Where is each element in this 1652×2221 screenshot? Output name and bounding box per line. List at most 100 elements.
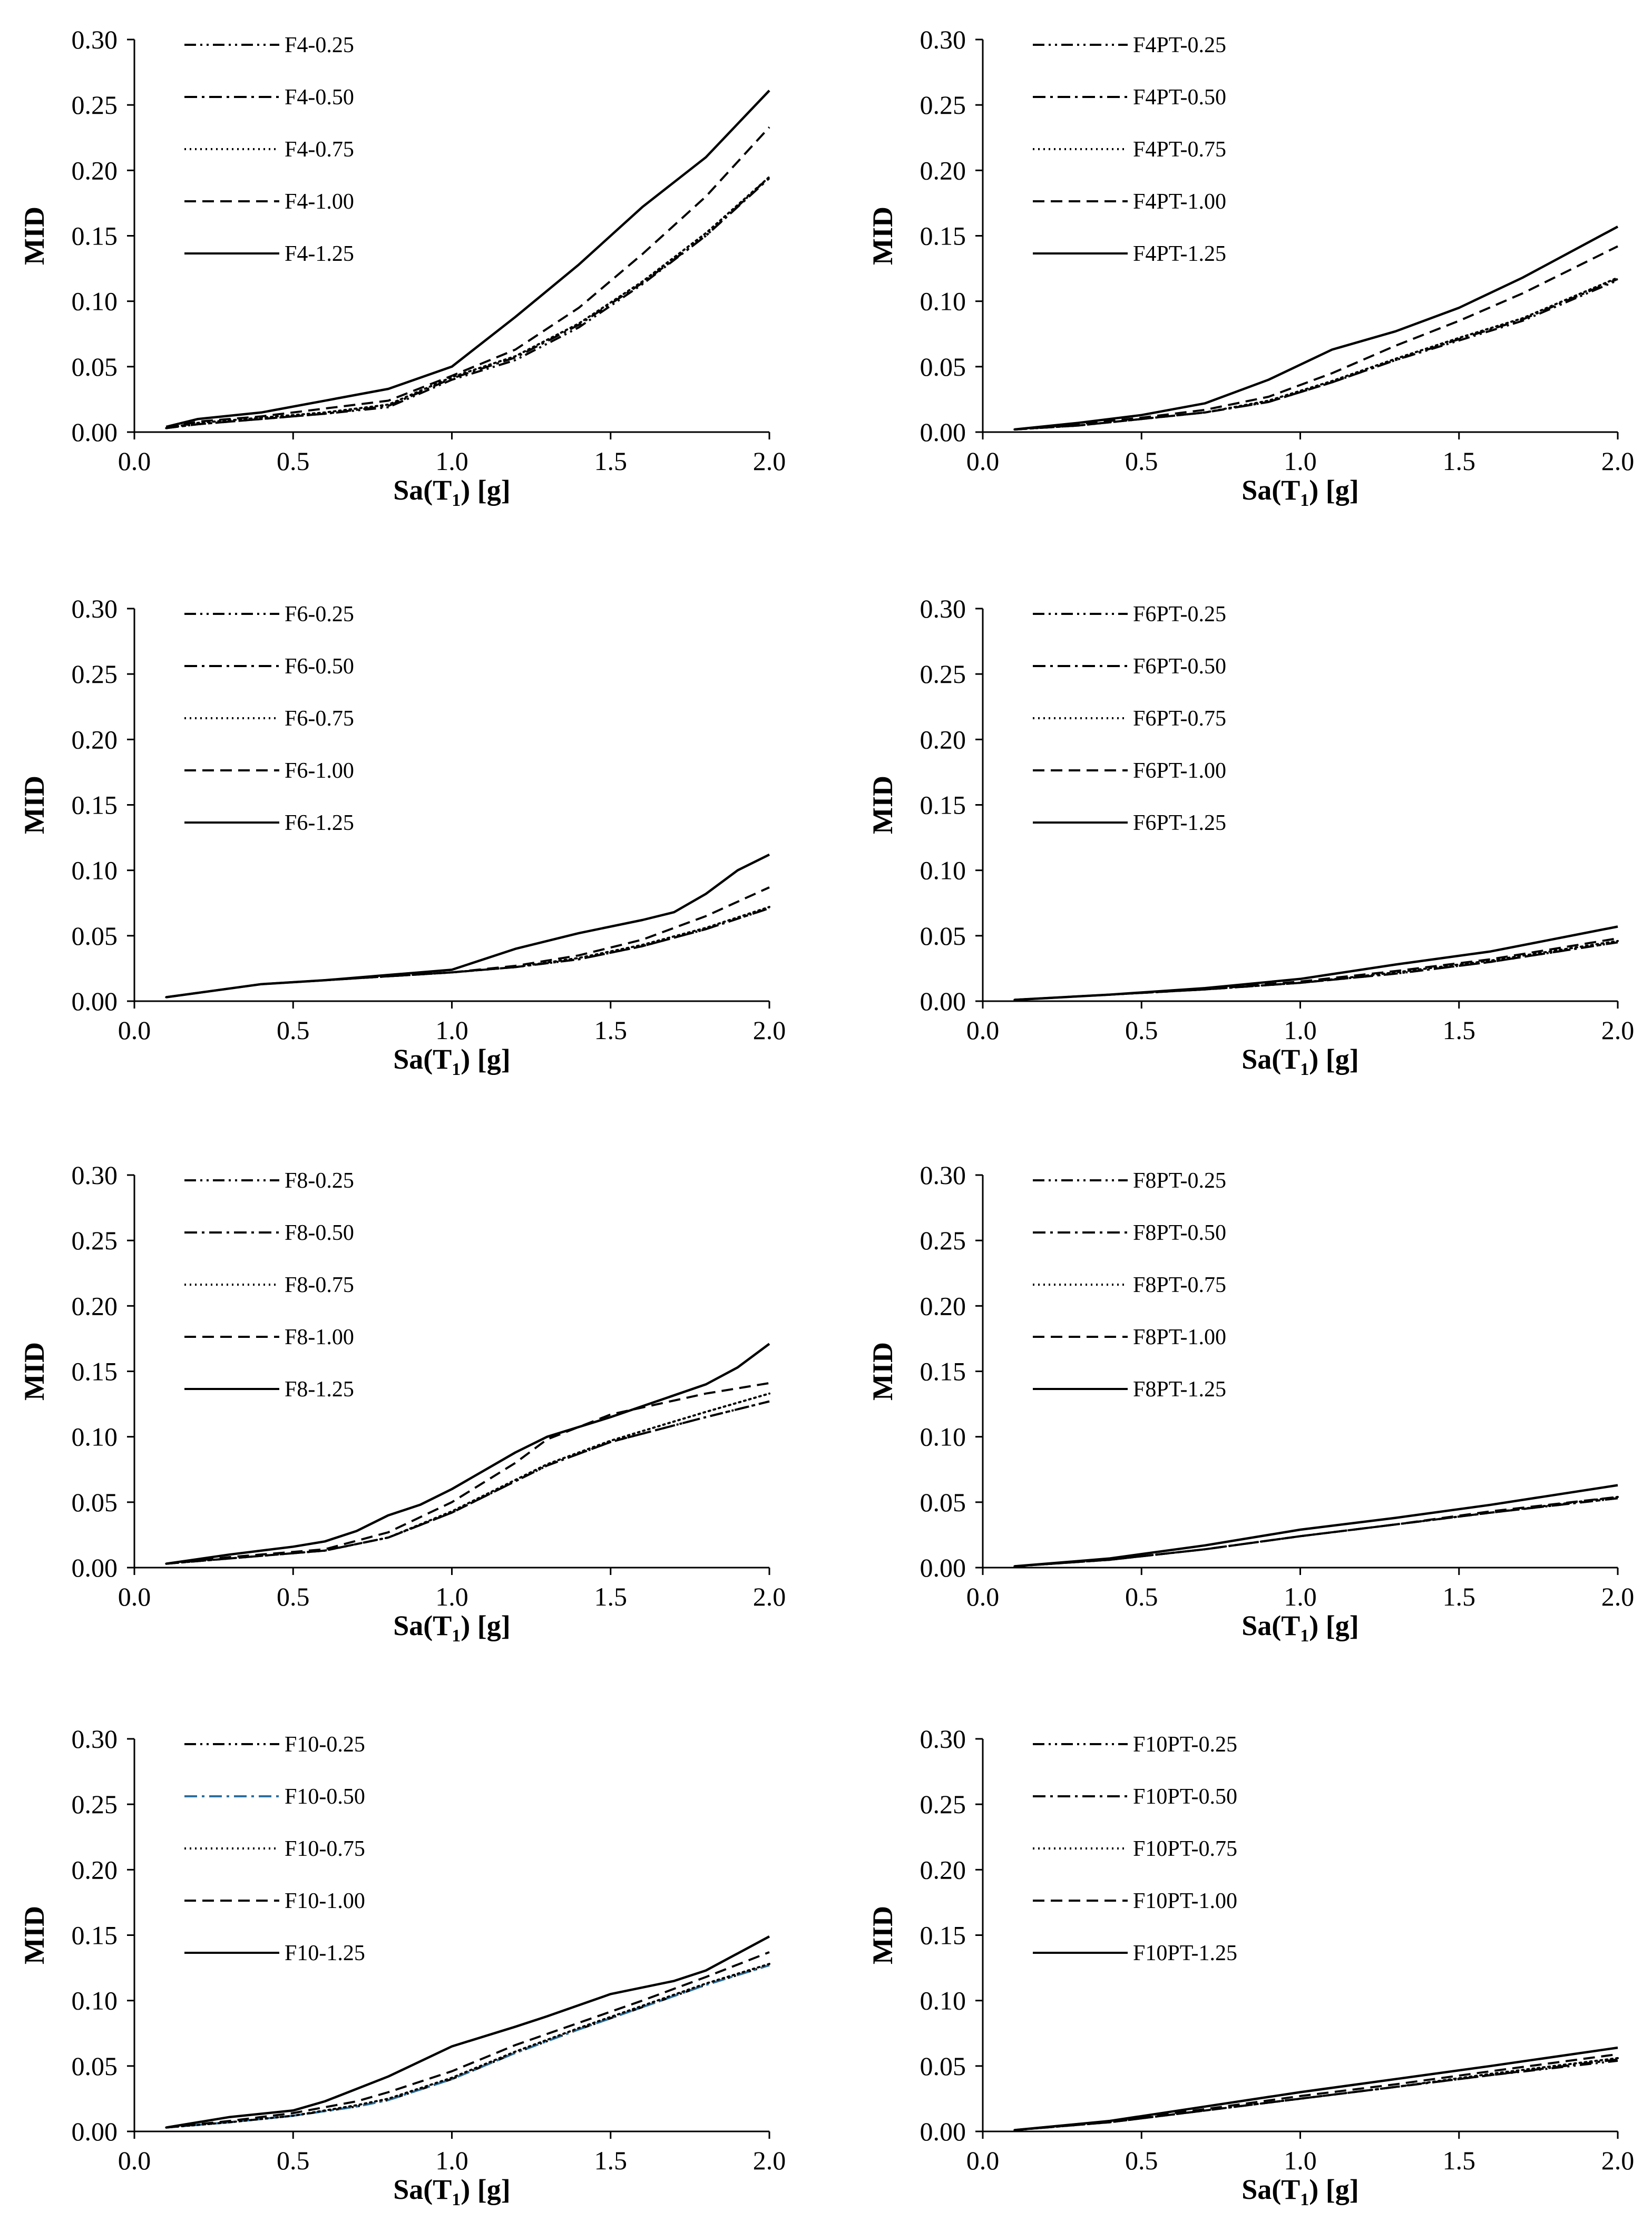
legend-label: F8-0.25 — [285, 1169, 354, 1193]
y-tick-label: 0.25 — [920, 1226, 966, 1255]
y-tick-label: 0.15 — [72, 790, 118, 820]
chart-panel-f6: 0.00 0.05 0.10 0.15 0.20 0.25 0.30 0.0 0.5 1.0 1.5… — [18, 594, 786, 1079]
series-line-f8-1_00 — [166, 1382, 770, 1565]
legend: F6PT-0.25 F6PT-0.50 F6PT-0.75 F6PT-1.00 F6PT… — [1033, 602, 1226, 835]
series-line-f6pt-1_25 — [1014, 925, 1618, 1001]
y-tick-label: 0.10 — [72, 1986, 118, 2015]
chart-panel-f10pt: 0.00 0.05 0.10 0.15 0.20 0.25 0.30 0.0 0.5 1.0 1.5… — [867, 1724, 1634, 2209]
x-axis-title-subscript: 1 — [452, 1060, 461, 1079]
series-line-f10pt-1_25 — [1014, 2046, 1618, 2131]
legend-label: F8-0.50 — [285, 1221, 354, 1245]
x-tick-label: 0.0 — [966, 1582, 1000, 1611]
x-axis-title-subscript: 1 — [1300, 2190, 1309, 2209]
y-tick-label: 0.10 — [920, 1986, 966, 2015]
y-tick-label: 0.15 — [920, 1357, 966, 1386]
x-tick-label: 0.5 — [277, 446, 310, 476]
series-line-f10-0_75 — [165, 1963, 770, 2129]
x-axis-title: Sa(T1) [g] — [393, 2174, 511, 2209]
legend-label: F4-0.50 — [285, 85, 354, 110]
y-tick-label: 0.25 — [920, 90, 966, 120]
series-line-f4-0_75 — [165, 175, 770, 429]
x-tick-label: 1.5 — [1443, 2146, 1476, 2175]
x-tick-label: 0.5 — [1125, 446, 1158, 476]
y-tick-label: 0.30 — [920, 25, 966, 54]
x-tick-label: 1.0 — [435, 1582, 468, 1611]
x-axis-title: Sa(T1) [g] — [393, 1043, 511, 1079]
y-tick-label: 0.10 — [920, 287, 966, 316]
x-tick-label: 1.0 — [1284, 1015, 1317, 1045]
legend-label: F10-0.75 — [285, 1837, 365, 1861]
x-tick-label: 1.5 — [594, 1582, 628, 1611]
x-tick-label: 0.5 — [277, 1582, 310, 1611]
x-axis-title-main: Sa(T — [393, 1610, 452, 1641]
series-line-f10-1_00 — [166, 1951, 770, 2129]
legend: F10PT-0.25 F10PT-0.50 F10PT-0.75 F10PT-1.00… — [1033, 1733, 1237, 1965]
y-axis-title: MID — [18, 207, 50, 265]
series-line-f10pt-1_00 — [1014, 2053, 1618, 2131]
y-tick-label: 0.20 — [920, 1855, 966, 1884]
y-tick-label: 0.10 — [72, 1422, 118, 1452]
series-line-f8-0_75 — [165, 1392, 770, 1565]
x-tick-label: 1.5 — [594, 446, 628, 476]
y-tick-label: 0.00 — [920, 1553, 966, 1582]
series-line-f10-0_50 — [166, 1964, 770, 2129]
legend: F8-0.25 F8-0.50 F8-0.75 F8-1.00 F8-1.25 — [184, 1169, 354, 1402]
legend-label: F4PT-1.00 — [1133, 190, 1226, 214]
legend-label: F6PT-0.75 — [1133, 707, 1226, 731]
series-line-f8-0_25 — [166, 1400, 770, 1565]
y-axis-title: MID — [867, 1342, 898, 1401]
x-axis-title-tail: ) [g] — [1309, 2174, 1358, 2205]
legend-label: F6-0.50 — [285, 654, 354, 679]
y-axis-title: MID — [867, 1906, 898, 1964]
series-line-f10-1_25 — [165, 1935, 770, 2129]
series-line-f6-1_25 — [165, 853, 770, 999]
series-line-f10pt-0_25 — [1014, 2059, 1618, 2131]
series-line-f4-0_25 — [166, 176, 770, 429]
x-axis-title-main: Sa(T — [1242, 2174, 1300, 2205]
x-tick-label: 2.0 — [1601, 2146, 1635, 2175]
series-line-f8pt-0_75 — [1013, 1495, 1619, 1568]
x-axis-title-main: Sa(T — [393, 474, 452, 506]
legend-label: F8-0.75 — [285, 1273, 354, 1297]
x-tick-label: 0.0 — [966, 2146, 1000, 2175]
x-tick-label: 0.0 — [966, 446, 1000, 476]
x-axis-title-subscript: 1 — [1300, 1626, 1309, 1646]
y-axis-title: MID — [867, 776, 898, 834]
legend-label: F10-1.00 — [285, 1889, 365, 1913]
chart-panel-f4: 0.00 0.05 0.10 0.15 0.20 0.25 0.30 0.0 0.5 1.0 1.5… — [18, 25, 786, 510]
legend-label: F8PT-1.25 — [1133, 1377, 1226, 1402]
legend-label: F4PT-0.75 — [1133, 138, 1226, 162]
legend-label: F6-1.00 — [285, 759, 354, 783]
x-axis-title-tail: ) [g] — [1309, 474, 1358, 506]
x-axis-title: Sa(T1) [g] — [1242, 2174, 1359, 2209]
legend-label: F4-0.75 — [285, 138, 354, 162]
y-tick-label: 0.05 — [920, 352, 966, 381]
legend-label: F8PT-0.25 — [1133, 1169, 1226, 1193]
y-tick-label: 0.30 — [920, 1160, 966, 1190]
series-line-f4pt-0_75 — [1013, 277, 1619, 430]
x-tick-label: 2.0 — [753, 1582, 786, 1611]
y-tick-label: 0.15 — [920, 1921, 966, 1950]
y-tick-label: 0.00 — [72, 986, 118, 1016]
series-line-f4pt-0_25 — [1014, 279, 1618, 430]
x-tick-label: 0.5 — [1125, 1582, 1158, 1611]
x-axis-title-main: Sa(T — [1242, 474, 1300, 506]
y-tick-label: 0.10 — [920, 856, 966, 885]
x-tick-label: 1.0 — [1284, 2146, 1317, 2175]
legend-label: F8-1.00 — [285, 1325, 354, 1349]
x-tick-label: 0.5 — [277, 1015, 310, 1045]
y-tick-label: 0.10 — [920, 1422, 966, 1452]
series-line-f4pt-0_50 — [1014, 278, 1618, 430]
y-tick-label: 0.25 — [920, 1789, 966, 1819]
x-axis-title-main: Sa(T — [393, 2174, 452, 2205]
series-line-f6pt-0_25 — [1014, 941, 1618, 1001]
series-line-f4-0_50 — [166, 177, 770, 429]
x-tick-label: 2.0 — [753, 1015, 786, 1045]
legend-label: F6-0.75 — [285, 707, 354, 731]
x-tick-label: 2.0 — [1601, 1015, 1635, 1045]
y-tick-label: 0.05 — [920, 1488, 966, 1517]
legend-label: F4-1.25 — [285, 242, 354, 266]
x-tick-label: 1.5 — [1443, 1582, 1476, 1611]
series-line-f8-0_50 — [166, 1400, 770, 1565]
x-tick-label: 1.5 — [1443, 446, 1476, 476]
